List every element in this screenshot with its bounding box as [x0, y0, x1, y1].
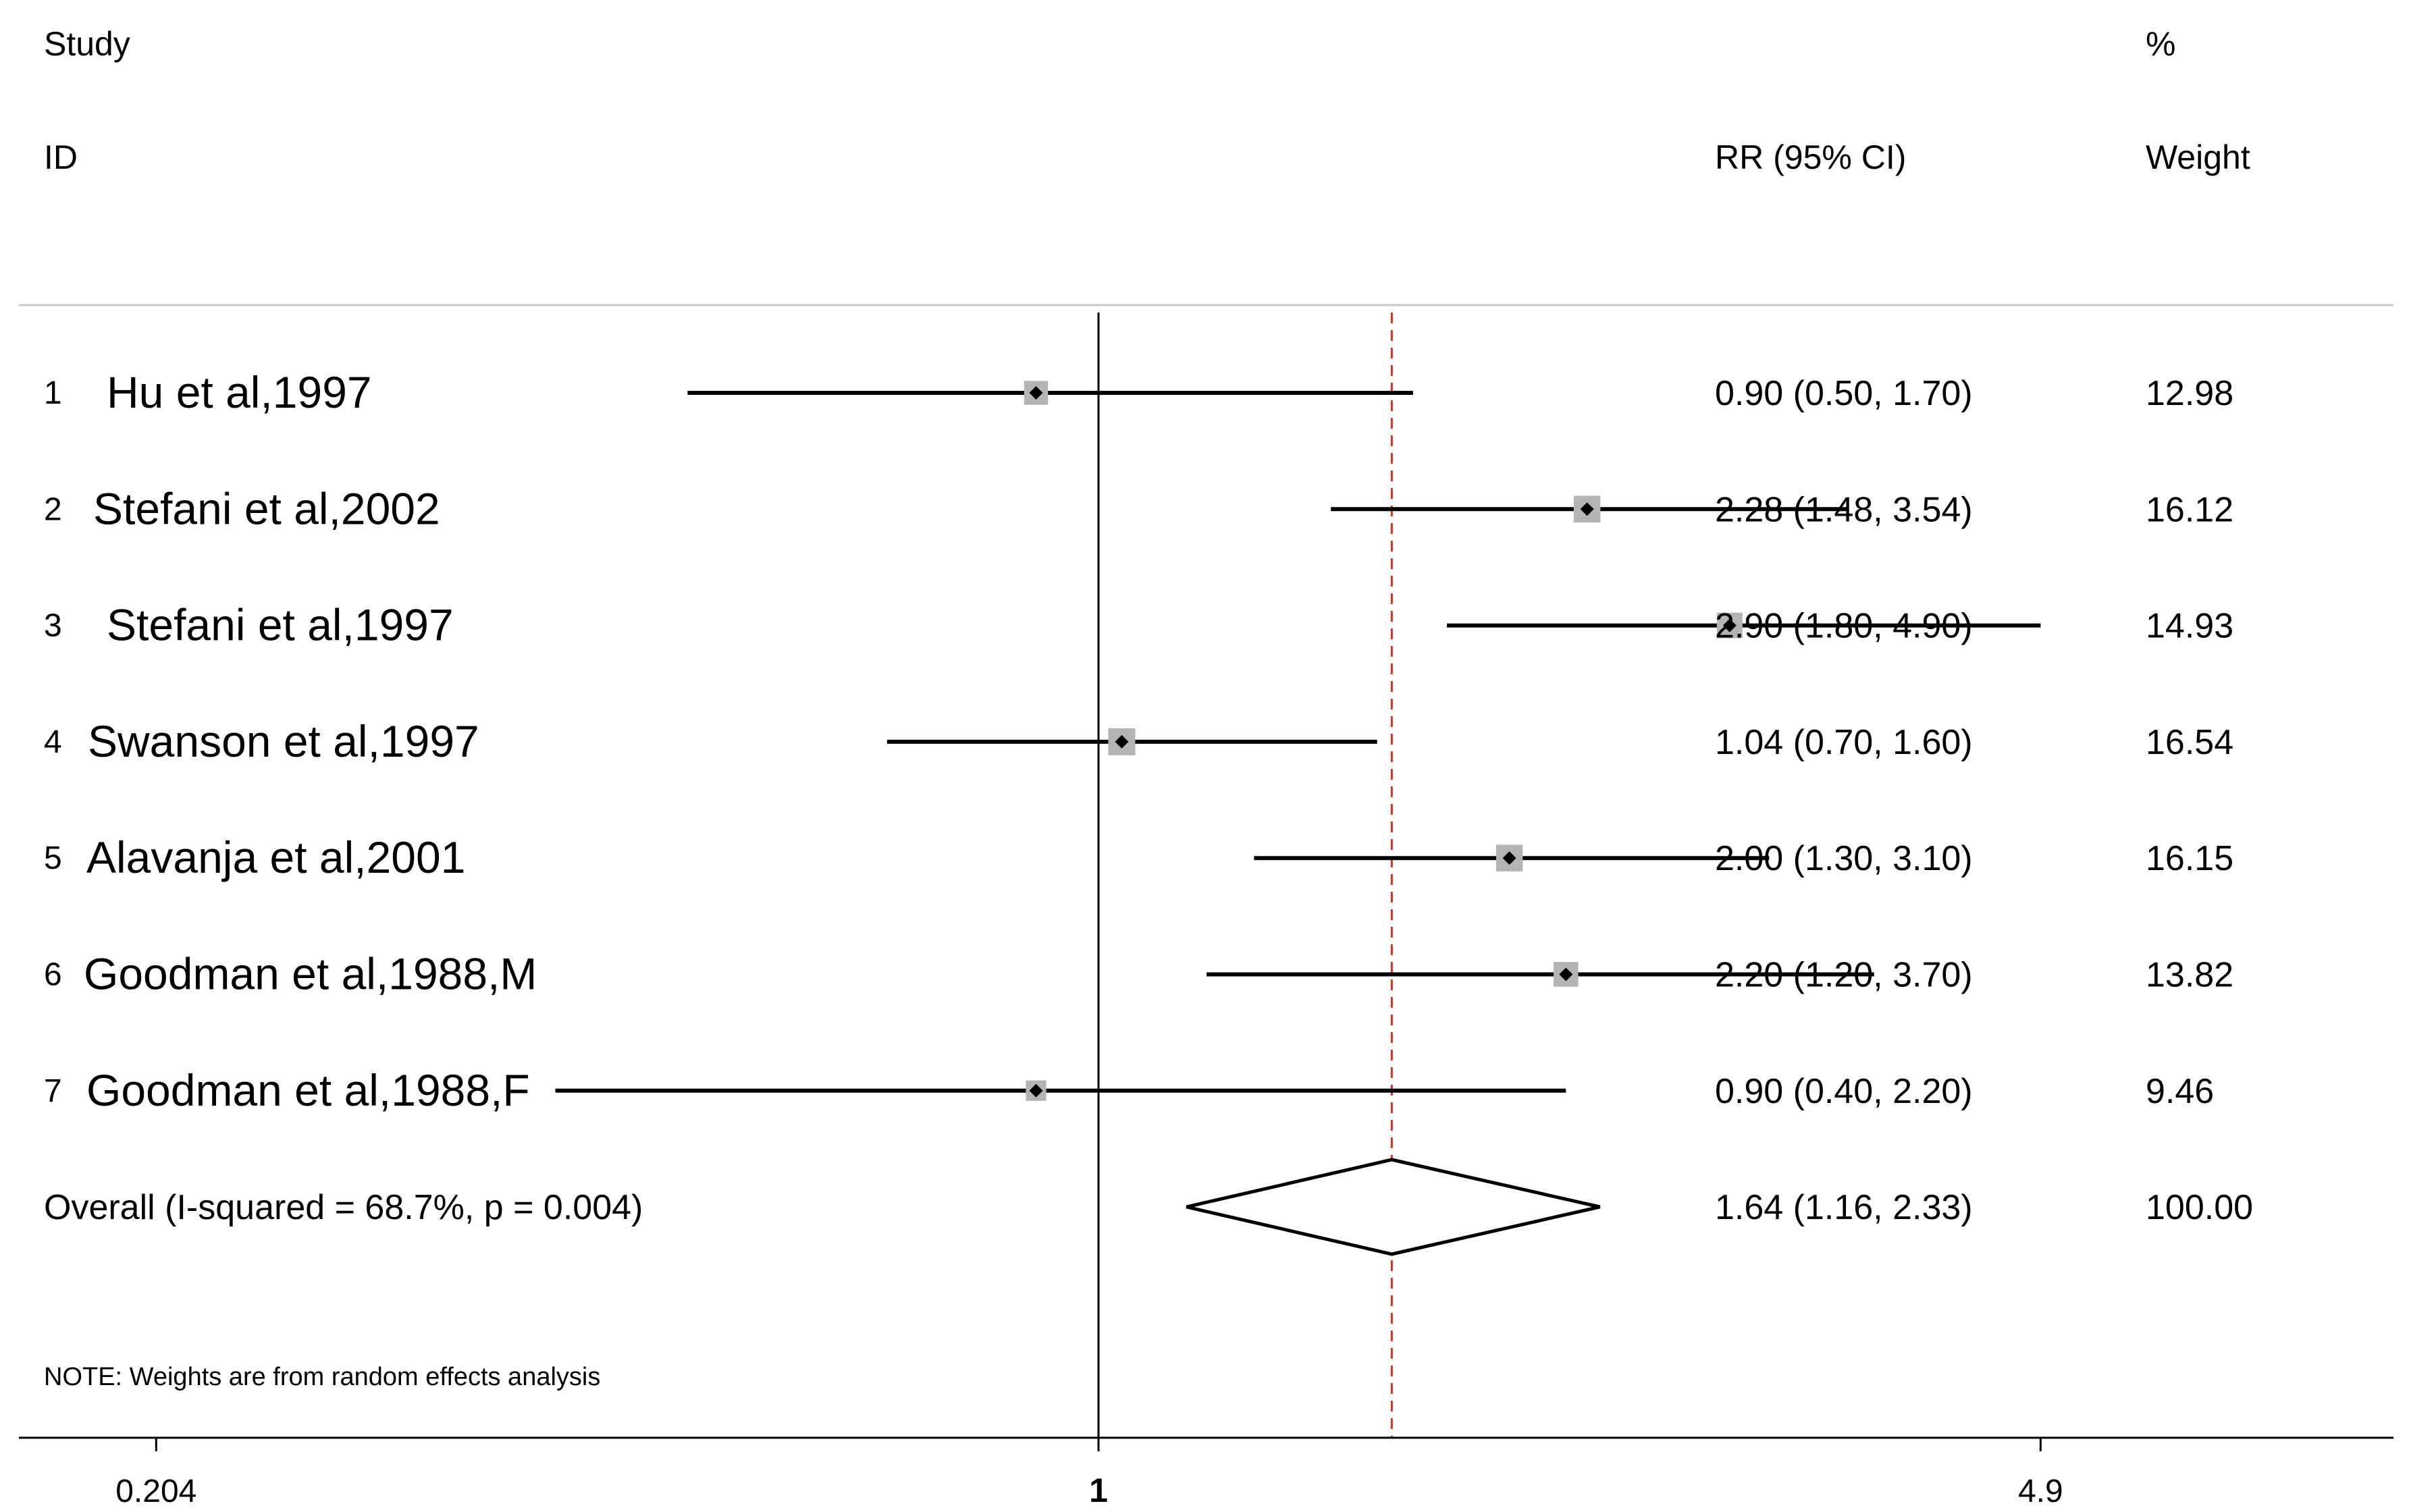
study-rr-ci: 2.90 (1.80, 4.90): [1715, 607, 1973, 646]
x-axis: 0.204 1 4.9: [19, 1436, 2393, 1509]
study-rr-ci: 2.20 (1.20, 3.70): [1715, 956, 1973, 995]
study-rr-ci: 0.90 (0.50, 1.70): [1715, 374, 1973, 413]
study-name: Stefani et al,1997: [107, 600, 454, 650]
header-weight: Weight: [2146, 138, 2250, 176]
study-number: 5: [44, 840, 62, 876]
study-number: 1: [44, 375, 62, 411]
study-rr-ci: 1.04 (0.70, 1.60): [1715, 723, 1973, 762]
study-name: Alavanja et al,2001: [86, 832, 465, 882]
study-weight: 16.12: [2146, 490, 2233, 529]
study-rr-ci: 0.90 (0.40, 2.20): [1715, 1072, 1973, 1111]
note-text: NOTE: Weights are from random effects an…: [44, 1363, 600, 1391]
point-estimate: [1029, 1083, 1043, 1098]
point-estimate: [1115, 734, 1129, 749]
study-name: Goodman et al,1988,F: [86, 1065, 530, 1115]
study-weight: 14.93: [2146, 607, 2233, 646]
x-tick-label: 1: [1089, 1472, 1108, 1509]
study-name: Hu et al,1997: [107, 367, 372, 417]
overall-label: Overall (I-squared = 68.7%, p = 0.004): [44, 1188, 643, 1227]
point-estimate: [1559, 967, 1573, 981]
study-number: 2: [44, 491, 62, 527]
study-weight: 16.15: [2146, 839, 2233, 878]
study-number: 6: [44, 957, 62, 993]
study-weight: 9.46: [2146, 1072, 2214, 1111]
study-rr-ci: 2.28 (1.48, 3.54): [1715, 490, 1973, 529]
point-estimate: [1722, 618, 1737, 632]
header-id: ID: [44, 138, 78, 176]
study-name: Goodman et al,1988,M: [84, 949, 537, 999]
study-number: 3: [44, 608, 62, 644]
x-tick-label: 0.204: [115, 1474, 196, 1509]
study-weight: 13.82: [2146, 956, 2233, 995]
x-tick-label: 4.9: [2018, 1474, 2063, 1509]
study-number: 4: [44, 724, 62, 760]
study-number: 7: [44, 1073, 62, 1109]
plot-marks: [555, 313, 2041, 1438]
header-study: Study: [44, 25, 130, 63]
overall-weight: 100.00: [2146, 1188, 2253, 1227]
overall-diamond: [1186, 1158, 1601, 1256]
point-estimate: [1502, 851, 1516, 865]
header-rr: RR (95% CI): [1715, 138, 1906, 176]
header: Study ID RR (95% CI) % Weight: [44, 25, 2250, 176]
header-percent: %: [2146, 25, 2175, 63]
study-rr-ci: 2.00 (1.30, 3.10): [1715, 839, 1973, 878]
study-name: Stefani et al,2002: [93, 483, 440, 533]
point-estimate: [1029, 386, 1043, 400]
row-labels: 1 Hu et al,1997 0.90 (0.50, 1.70) 12.98 2 Ste…: [44, 367, 2253, 1227]
study-weight: 12.98: [2146, 374, 2233, 413]
study-weight: 16.54: [2146, 723, 2233, 762]
study-name: Swanson et al,1997: [88, 716, 479, 766]
overall-rr-ci: 1.64 (1.16, 2.33): [1715, 1188, 1973, 1227]
point-estimate: [1580, 502, 1594, 516]
